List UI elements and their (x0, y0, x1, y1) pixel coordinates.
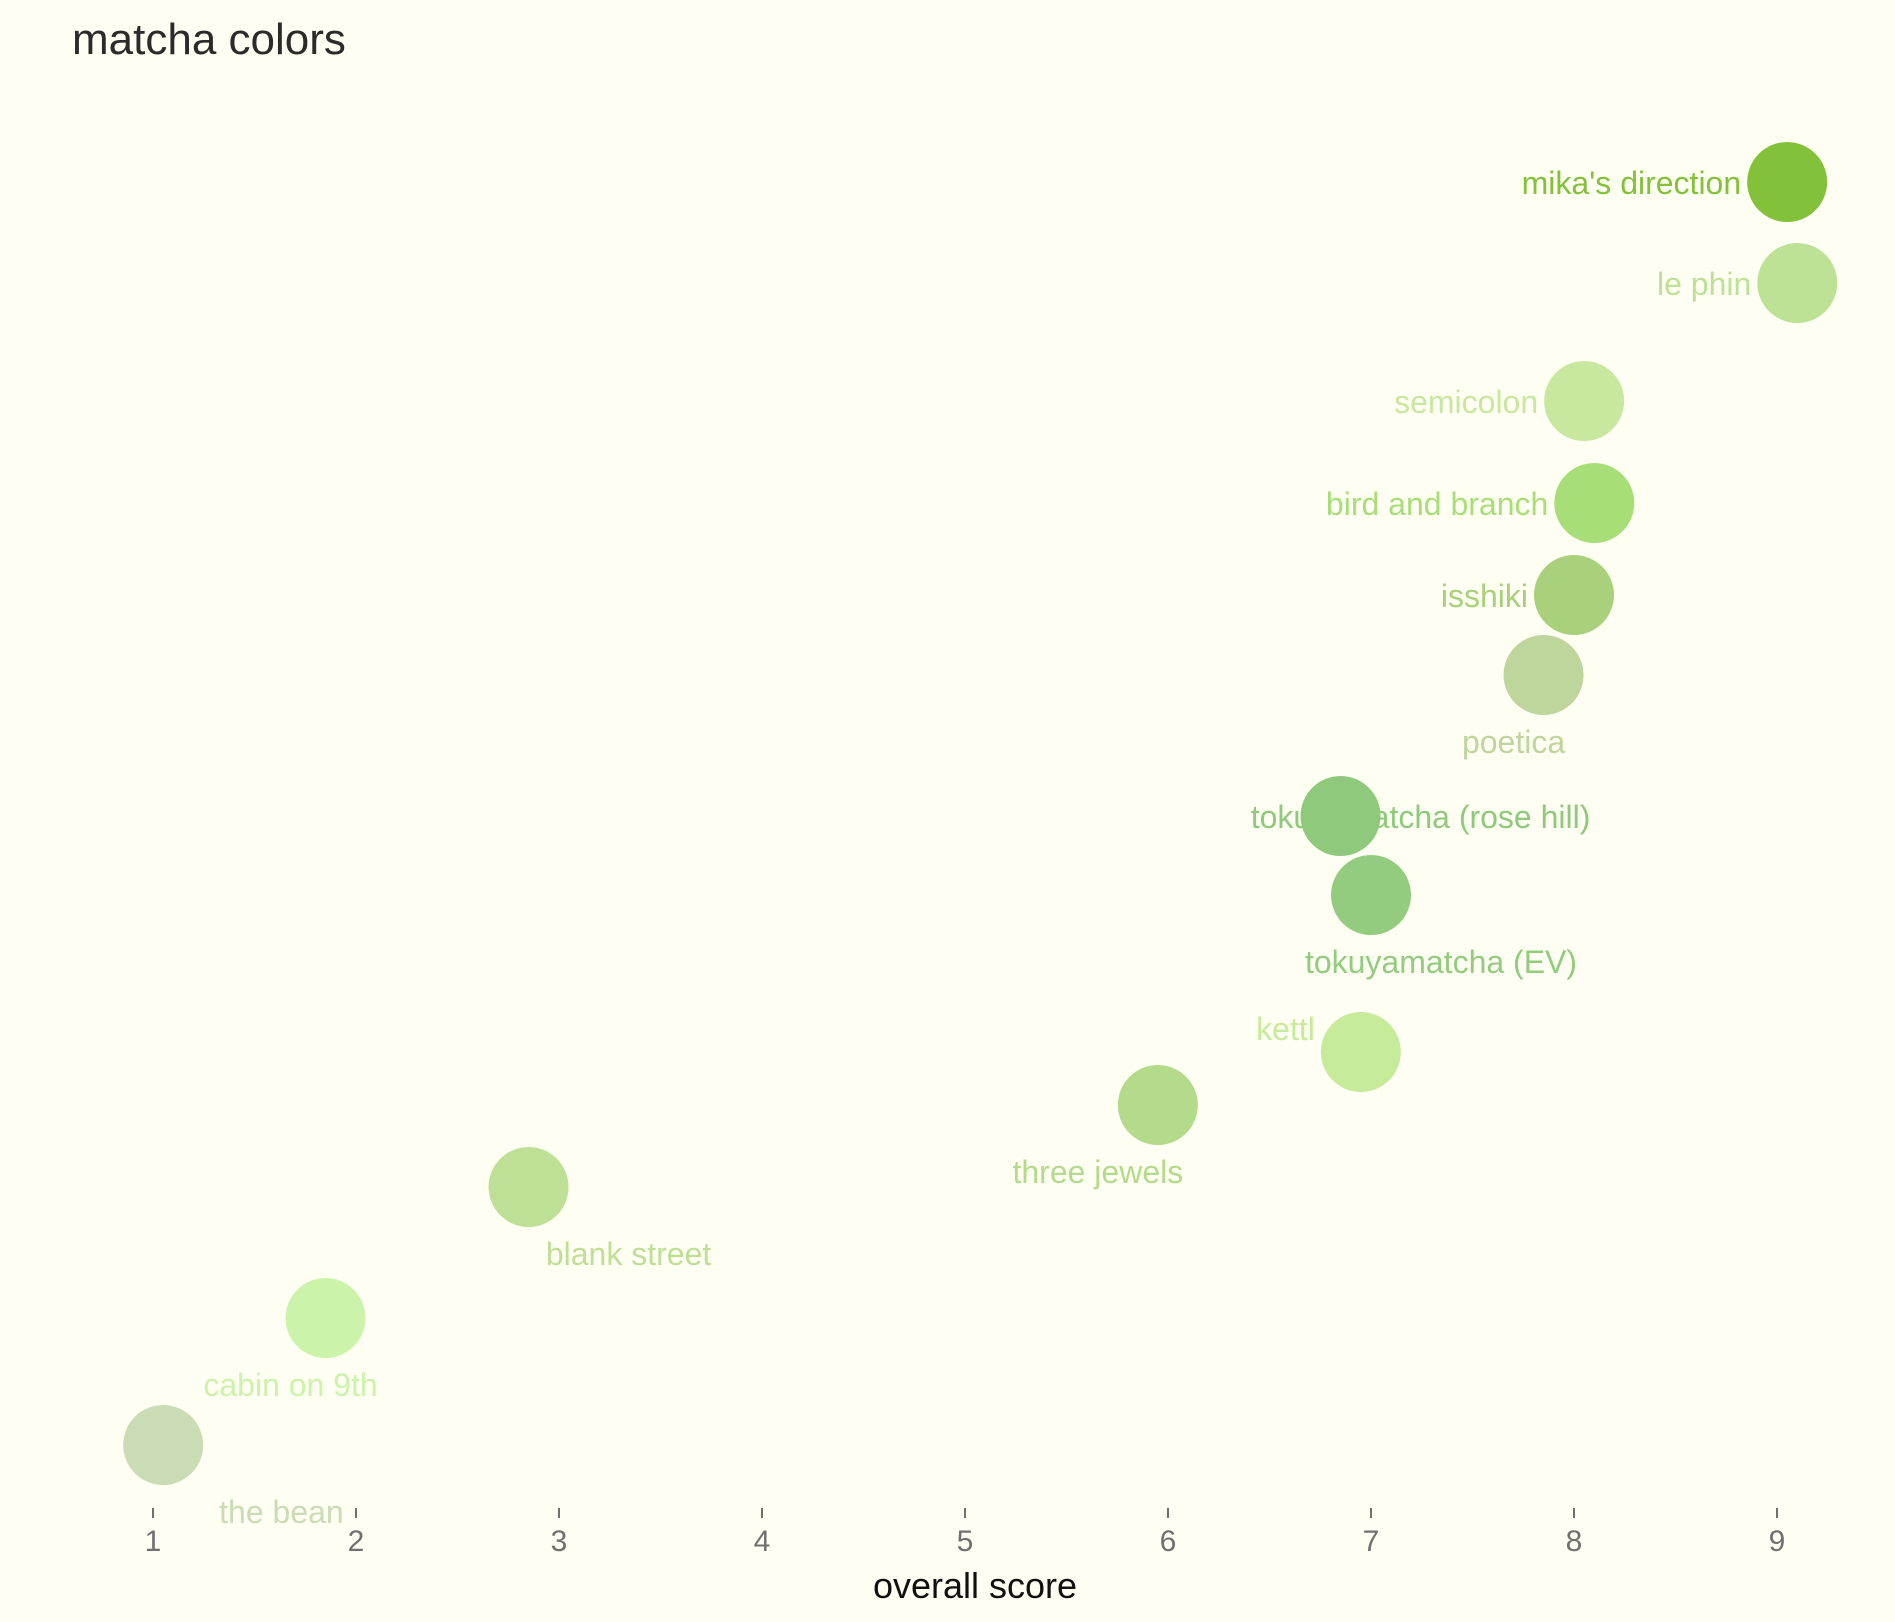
point-label: tokuyamatcha (EV) (1305, 944, 1577, 980)
point-blank-street (488, 1147, 569, 1227)
x-tick-label: 2 (348, 1525, 365, 1558)
point-tokuyamatcha-ev- (1331, 855, 1411, 935)
point-semicolon (1544, 361, 1625, 441)
point-label: isshiki (1441, 578, 1528, 614)
point-le-phin (1757, 243, 1838, 323)
point-label: tokuyamatcha (rose hill) (1251, 799, 1591, 835)
data-labels: mika's direction le phin semicolon bird and… (203, 165, 1751, 1530)
point-poetica (1503, 635, 1584, 715)
x-tick-label: 3 (551, 1525, 568, 1558)
point-label: bird and branch (1326, 486, 1548, 522)
x-tick-label: 1 (145, 1525, 162, 1558)
point-isshiki (1534, 555, 1614, 635)
point-label: the bean (219, 1494, 344, 1530)
point-cabin-on-9th (285, 1278, 366, 1358)
point-label: cabin on 9th (203, 1367, 377, 1403)
point-label: poetica (1462, 724, 1565, 760)
point-tokuyamatcha-rose-hill- (1300, 776, 1381, 856)
x-tick-label: 9 (1769, 1525, 1786, 1558)
point-label: three jewels (1012, 1154, 1183, 1190)
x-axis-label: overall score (873, 1565, 1077, 1606)
x-tick-label: 8 (1566, 1525, 1583, 1558)
point-mika-s-direction (1747, 142, 1828, 222)
x-tick-label: 4 (754, 1525, 771, 1558)
x-tick-label: 6 (1160, 1525, 1177, 1558)
point-bird-and-branch (1554, 463, 1635, 543)
chart-title: matcha colors (72, 15, 346, 64)
x-tick-label: 7 (1363, 1525, 1380, 1558)
x-tick-label: 5 (957, 1525, 974, 1558)
point-label: le phin (1657, 266, 1751, 302)
point-label: mika's direction (1522, 165, 1742, 201)
point-label: blank street (546, 1236, 712, 1272)
point-label: kettl (1256, 1011, 1315, 1047)
point-label: semicolon (1394, 384, 1538, 420)
point-the-bean (123, 1405, 204, 1485)
point-three-jewels (1117, 1065, 1198, 1145)
data-marks (123, 142, 1838, 1485)
point-kettl (1320, 1012, 1401, 1092)
x-axis: 1 2 3 4 5 6 7 8 9 (145, 1508, 1786, 1558)
